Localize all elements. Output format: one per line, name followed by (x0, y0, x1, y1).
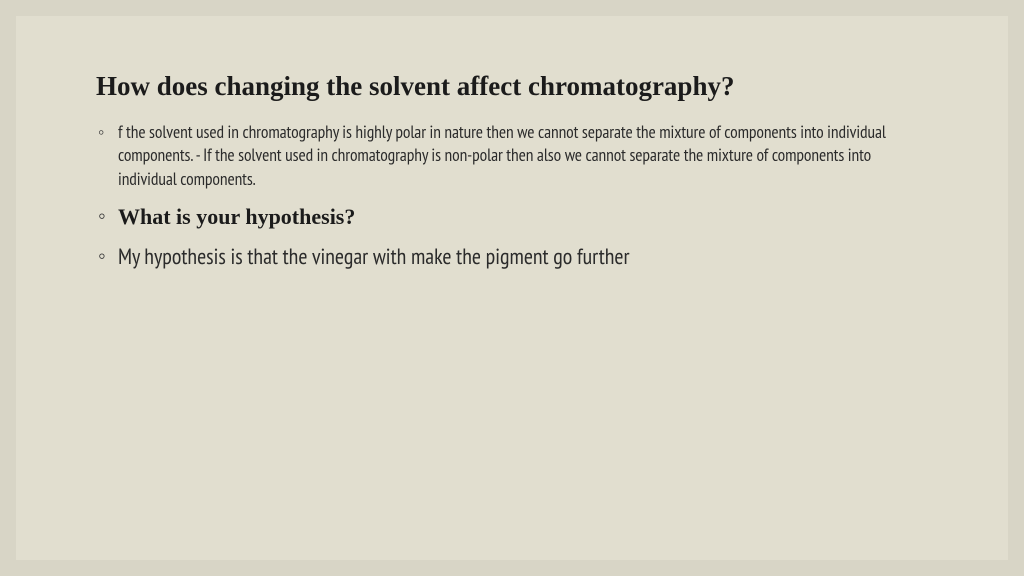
slide-title: How does changing the solvent affect chr… (96, 70, 928, 104)
list-item: What is your hypothesis? (96, 203, 928, 232)
subheading-text: What is your hypothesis? (118, 204, 355, 229)
bullet-list: f the solvent used in chromatography is … (96, 120, 928, 273)
slide-inner-frame: How does changing the solvent affect chr… (16, 16, 1008, 560)
body-text: f the solvent used in chromatography is … (118, 120, 886, 190)
list-item: My hypothesis is that the vinegar with m… (96, 243, 928, 273)
list-item: f the solvent used in chromatography is … (96, 120, 928, 191)
slide-outer-frame: How does changing the solvent affect chr… (0, 0, 1024, 576)
body-text: My hypothesis is that the vinegar with m… (118, 243, 630, 271)
